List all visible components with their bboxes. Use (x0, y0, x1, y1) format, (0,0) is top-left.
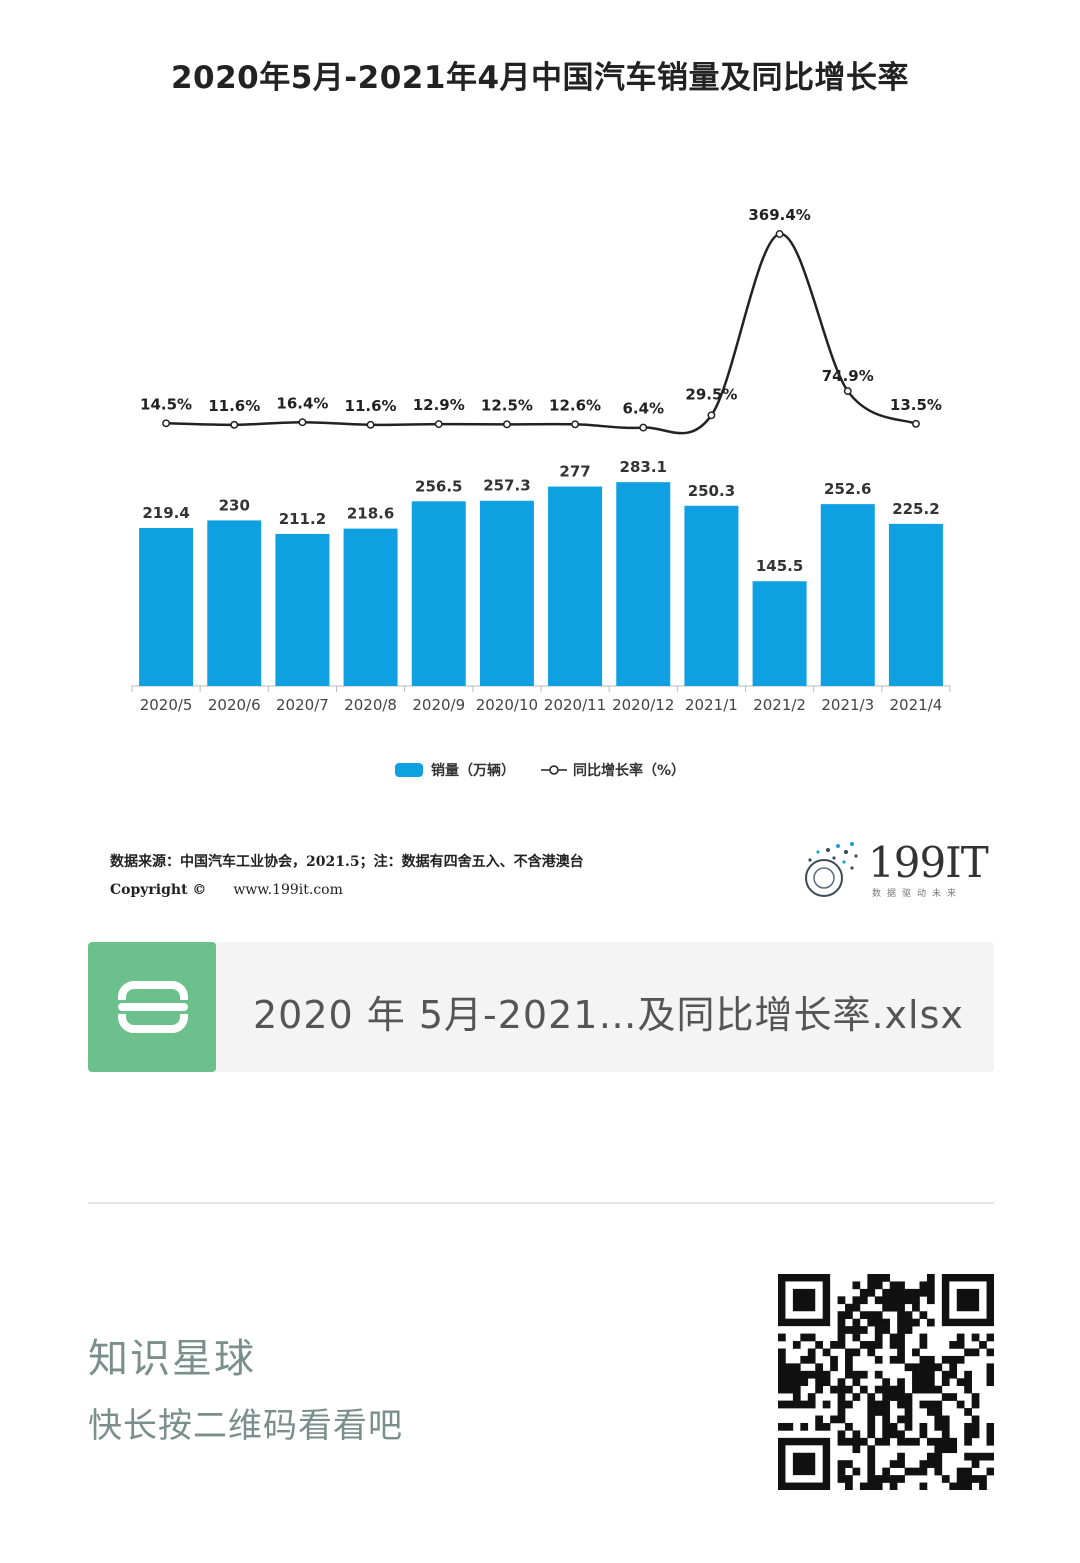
growth-point (298, 418, 307, 427)
growth-value-label: 29.5% (685, 385, 737, 403)
x-tick-label: 2020/9 (412, 696, 465, 714)
growth-point (639, 423, 648, 432)
bar-value-label: 145.5 (756, 557, 803, 575)
growth-point (571, 420, 580, 429)
bar-2021/2 (752, 581, 807, 686)
growth-point (502, 420, 511, 429)
qr-hint: 快长按二维码看看吧 (88, 1406, 403, 1446)
x-tick-label: 2020/7 (276, 696, 329, 714)
x-tick-label: 2021/2 (753, 696, 806, 714)
bar-value-label: 277 (559, 463, 590, 481)
copyright-label: Copyright © (110, 882, 207, 898)
bar-2020/12 (616, 482, 671, 686)
x-tick-label: 2021/3 (821, 696, 874, 714)
growth-value-label: 74.9% (822, 367, 874, 385)
growth-value-label: 13.5% (890, 396, 942, 414)
divider (88, 1202, 994, 1204)
bar-value-label: 211.2 (279, 510, 326, 528)
bar-value-label: 225.2 (892, 500, 939, 518)
bar-value-label: 250.3 (688, 482, 735, 500)
source-note: 数据来源：中国汽车工业协会，2021.5；注：数据有四舍五入、不含港澳台 Cop… (110, 848, 584, 904)
bar-value-label: 256.5 (415, 477, 462, 495)
growth-value-label: 16.4% (276, 394, 328, 412)
growth-point (775, 230, 784, 238)
file-attachment[interactable]: 2020 年 5月-2021…及同比增长率.xlsx (88, 942, 994, 1072)
growth-point (162, 419, 171, 428)
x-tick-label: 2020/6 (208, 696, 261, 714)
bar-2021/1 (684, 505, 739, 686)
qr-code-icon[interactable] (778, 1274, 994, 1490)
zsxq-title: 知识星球 (88, 1336, 256, 1382)
logo-subtitle: 数据驱动未来 (872, 889, 963, 899)
x-tick-label: 2020/11 (544, 696, 606, 714)
bar-2020/5 (139, 528, 194, 686)
bar-2021/3 (820, 504, 875, 686)
bar-2020/8 (343, 528, 398, 686)
logo-text: 199IT (868, 838, 989, 887)
bar-2020/10 (479, 500, 534, 686)
x-tick-label: 2020/10 (476, 696, 538, 714)
bar-value-label: 252.6 (824, 480, 871, 498)
bar-2020/6 (207, 520, 262, 686)
growth-point (843, 387, 852, 396)
growth-point (230, 420, 239, 429)
growth-value-label: 14.5% (140, 395, 192, 413)
x-tick-label: 2020/5 (140, 696, 193, 714)
bar-2020/11 (548, 486, 603, 686)
site-url: www.199it.com (233, 882, 343, 898)
growth-point (911, 419, 920, 428)
chart-title: 2020年5月-2021年4月中国汽车销量及同比增长率 (170, 60, 910, 96)
growth-point (707, 411, 716, 420)
chart-legend: 销量（万辆） 同比增长率（%） (0, 760, 1080, 780)
x-tick-label: 2021/4 (890, 696, 943, 714)
growth-value-label: 12.9% (413, 396, 465, 414)
bar-value-label: 283.1 (620, 458, 667, 476)
bar-2021/4 (888, 523, 943, 686)
source-line: 数据来源：中国汽车工业协会，2021.5；注：数据有四舍五入、不含港澳台 (110, 854, 584, 870)
x-tick-label: 2021/1 (685, 696, 738, 714)
growth-value-label: 11.6% (345, 397, 397, 415)
sales-chart: 219.4 2020/5 230 2020/6 211.2 2020/7 218.6 2020… (131, 206, 951, 714)
legend-bar-label: 销量（万辆） (430, 763, 515, 779)
bar-value-label: 257.3 (483, 477, 530, 495)
growth-value-label: 12.5% (481, 396, 533, 414)
growth-value-label: 11.6% (208, 397, 260, 415)
growth-value-label: 12.6% (549, 396, 601, 414)
bar-value-label: 218.6 (347, 505, 394, 523)
x-tick-label: 2020/8 (344, 696, 397, 714)
legend-line-swatch (540, 765, 567, 775)
growth-value-label: 369.4% (748, 206, 810, 224)
growth-point (434, 420, 443, 429)
bar-2020/9 (411, 501, 466, 686)
legend-bar-swatch (394, 763, 423, 777)
bar-value-label: 219.4 (142, 504, 189, 522)
legend-line-label: 同比增长率（%） (572, 763, 686, 779)
file-name: 2020 年 5月-2021…及同比增长率.xlsx (253, 993, 964, 1037)
bar-2020/7 (275, 533, 330, 686)
growth-value-label: 6.4% (622, 400, 664, 418)
copyright-line: Copyright © www.199it.com (110, 876, 584, 904)
growth-point (366, 420, 375, 429)
logo-199it-icon (805, 842, 858, 897)
x-tick-label: 2020/12 (612, 696, 674, 714)
bar-value-label: 230 (219, 496, 250, 514)
spreadsheet-s-icon (88, 942, 216, 1072)
